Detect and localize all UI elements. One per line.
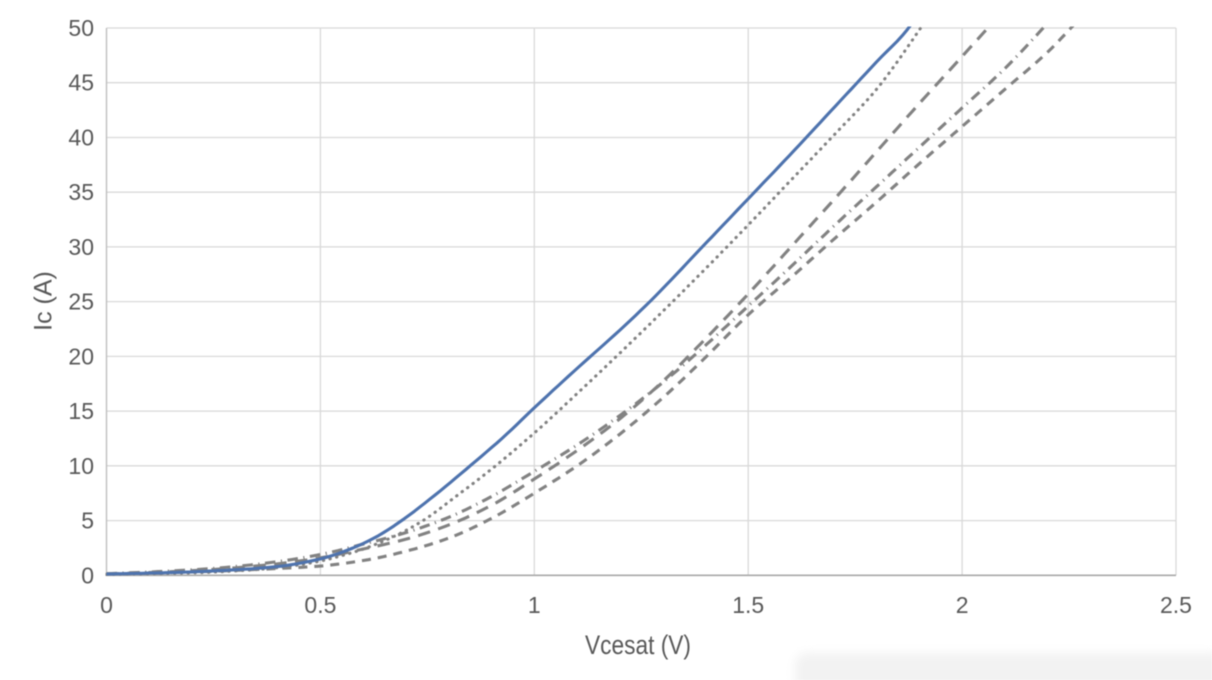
svg-text:1.5: 1.5: [732, 592, 764, 618]
svg-text:40: 40: [68, 125, 94, 151]
svg-text:0: 0: [81, 562, 94, 588]
svg-text:2.5: 2.5: [1160, 592, 1192, 618]
svg-text:Vcesat (V): Vcesat (V): [585, 630, 691, 660]
svg-text:20: 20: [68, 343, 94, 369]
svg-text:10: 10: [68, 453, 94, 479]
svg-text:1: 1: [528, 592, 541, 618]
svg-text:0: 0: [100, 592, 113, 618]
svg-text:15: 15: [68, 398, 94, 424]
svg-text:2: 2: [956, 592, 969, 618]
svg-text:45: 45: [68, 70, 94, 96]
svg-text:35: 35: [68, 179, 94, 205]
svg-text:5: 5: [81, 508, 94, 534]
svg-text:0.5: 0.5: [304, 592, 336, 618]
svg-text:Ic (A): Ic (A): [30, 271, 58, 331]
svg-text:25: 25: [68, 289, 94, 315]
svg-text:50: 50: [68, 15, 94, 41]
svg-text:30: 30: [68, 234, 94, 260]
